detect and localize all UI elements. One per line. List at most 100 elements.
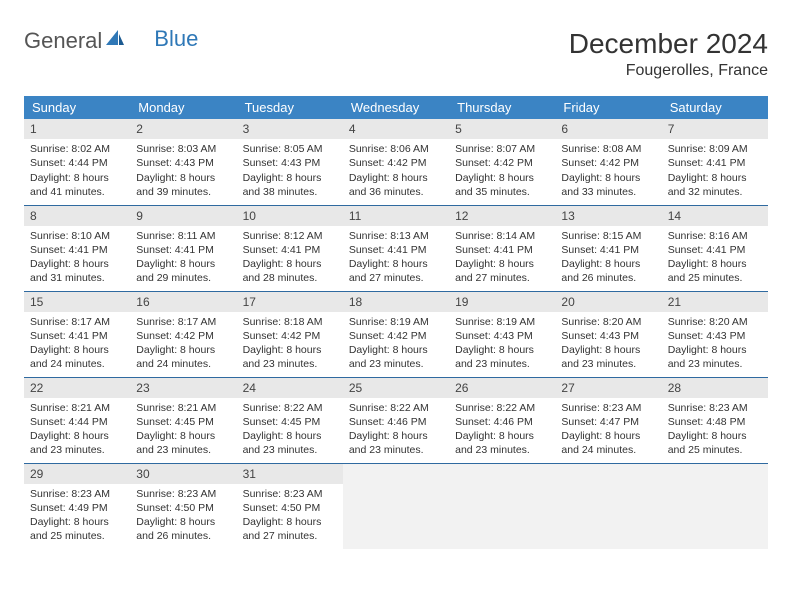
daylight-text: and 23 minutes. [455, 443, 549, 457]
calendar-day-cell: 25Sunrise: 8:22 AMSunset: 4:46 PMDayligh… [343, 377, 449, 463]
daylight-text: and 38 minutes. [243, 185, 337, 199]
calendar-day-cell: 1Sunrise: 8:02 AMSunset: 4:44 PMDaylight… [24, 119, 130, 205]
weekday-header: Friday [555, 96, 661, 119]
daylight-text: Daylight: 8 hours [243, 429, 337, 443]
daylight-text: and 26 minutes. [136, 529, 230, 543]
weekday-header: Sunday [24, 96, 130, 119]
day-number: 6 [555, 119, 661, 139]
calendar-day-cell: 13Sunrise: 8:15 AMSunset: 4:41 PMDayligh… [555, 205, 661, 291]
daylight-text: Daylight: 8 hours [561, 171, 655, 185]
sunrise-text: Sunrise: 8:14 AM [455, 229, 549, 243]
calendar-day-cell: 10Sunrise: 8:12 AMSunset: 4:41 PMDayligh… [237, 205, 343, 291]
sunset-text: Sunset: 4:48 PM [668, 415, 762, 429]
calendar-day-cell: 24Sunrise: 8:22 AMSunset: 4:45 PMDayligh… [237, 377, 343, 463]
daylight-text: and 23 minutes. [561, 357, 655, 371]
daylight-text: and 29 minutes. [136, 271, 230, 285]
day-details: Sunrise: 8:05 AMSunset: 4:43 PMDaylight:… [237, 139, 343, 203]
sunrise-text: Sunrise: 8:23 AM [243, 487, 337, 501]
calendar-week-row: 1Sunrise: 8:02 AMSunset: 4:44 PMDaylight… [24, 119, 768, 205]
calendar-day-cell: 9Sunrise: 8:11 AMSunset: 4:41 PMDaylight… [130, 205, 236, 291]
month-title: December 2024 [569, 28, 768, 60]
calendar-day-cell: 5Sunrise: 8:07 AMSunset: 4:42 PMDaylight… [449, 119, 555, 205]
sunset-text: Sunset: 4:41 PM [455, 243, 549, 257]
calendar-day-cell: 26Sunrise: 8:22 AMSunset: 4:46 PMDayligh… [449, 377, 555, 463]
daylight-text: and 23 minutes. [243, 357, 337, 371]
day-details: Sunrise: 8:03 AMSunset: 4:43 PMDaylight:… [130, 139, 236, 203]
daylight-text: and 23 minutes. [668, 357, 762, 371]
sunrise-text: Sunrise: 8:22 AM [455, 401, 549, 415]
day-details: Sunrise: 8:06 AMSunset: 4:42 PMDaylight:… [343, 139, 449, 203]
sunrise-text: Sunrise: 8:16 AM [668, 229, 762, 243]
day-number: 14 [662, 206, 768, 226]
weekday-header: Tuesday [237, 96, 343, 119]
sunrise-text: Sunrise: 8:10 AM [30, 229, 124, 243]
calendar-day-cell: 21Sunrise: 8:20 AMSunset: 4:43 PMDayligh… [662, 291, 768, 377]
day-details: Sunrise: 8:13 AMSunset: 4:41 PMDaylight:… [343, 226, 449, 290]
calendar-week-row: 22Sunrise: 8:21 AMSunset: 4:44 PMDayligh… [24, 377, 768, 463]
sunrise-text: Sunrise: 8:13 AM [349, 229, 443, 243]
day-details: Sunrise: 8:07 AMSunset: 4:42 PMDaylight:… [449, 139, 555, 203]
day-number: 22 [24, 378, 130, 398]
day-number: 17 [237, 292, 343, 312]
calendar-day-cell: 27Sunrise: 8:23 AMSunset: 4:47 PMDayligh… [555, 377, 661, 463]
day-number: 9 [130, 206, 236, 226]
sunset-text: Sunset: 4:43 PM [668, 329, 762, 343]
daylight-text: Daylight: 8 hours [349, 429, 443, 443]
calendar-day-cell [343, 463, 449, 549]
calendar-day-cell: 12Sunrise: 8:14 AMSunset: 4:41 PMDayligh… [449, 205, 555, 291]
sunrise-text: Sunrise: 8:23 AM [561, 401, 655, 415]
sunrise-text: Sunrise: 8:03 AM [136, 142, 230, 156]
sunset-text: Sunset: 4:42 PM [455, 156, 549, 170]
sunrise-text: Sunrise: 8:17 AM [136, 315, 230, 329]
logo-sail-icon [104, 28, 126, 54]
sunrise-text: Sunrise: 8:23 AM [668, 401, 762, 415]
day-number: 8 [24, 206, 130, 226]
day-number: 16 [130, 292, 236, 312]
daylight-text: and 26 minutes. [561, 271, 655, 285]
daylight-text: and 24 minutes. [136, 357, 230, 371]
calendar-day-cell: 2Sunrise: 8:03 AMSunset: 4:43 PMDaylight… [130, 119, 236, 205]
day-number: 11 [343, 206, 449, 226]
daylight-text: and 24 minutes. [30, 357, 124, 371]
sunrise-text: Sunrise: 8:22 AM [349, 401, 443, 415]
sunrise-text: Sunrise: 8:12 AM [243, 229, 337, 243]
day-details: Sunrise: 8:12 AMSunset: 4:41 PMDaylight:… [237, 226, 343, 290]
calendar-day-cell: 29Sunrise: 8:23 AMSunset: 4:49 PMDayligh… [24, 463, 130, 549]
calendar-day-cell: 14Sunrise: 8:16 AMSunset: 4:41 PMDayligh… [662, 205, 768, 291]
sunset-text: Sunset: 4:41 PM [349, 243, 443, 257]
daylight-text: and 25 minutes. [668, 271, 762, 285]
day-number: 31 [237, 464, 343, 484]
calendar-day-cell: 3Sunrise: 8:05 AMSunset: 4:43 PMDaylight… [237, 119, 343, 205]
day-details: Sunrise: 8:14 AMSunset: 4:41 PMDaylight:… [449, 226, 555, 290]
day-details: Sunrise: 8:15 AMSunset: 4:41 PMDaylight:… [555, 226, 661, 290]
day-number: 27 [555, 378, 661, 398]
sunrise-text: Sunrise: 8:18 AM [243, 315, 337, 329]
daylight-text: Daylight: 8 hours [349, 343, 443, 357]
sunset-text: Sunset: 4:41 PM [561, 243, 655, 257]
daylight-text: Daylight: 8 hours [30, 171, 124, 185]
header: General Blue December 2024 Fougerolles, … [24, 28, 768, 80]
calendar-week-row: 8Sunrise: 8:10 AMSunset: 4:41 PMDaylight… [24, 205, 768, 291]
day-details: Sunrise: 8:23 AMSunset: 4:48 PMDaylight:… [662, 398, 768, 462]
sunset-text: Sunset: 4:46 PM [455, 415, 549, 429]
day-number: 10 [237, 206, 343, 226]
sunset-text: Sunset: 4:42 PM [349, 156, 443, 170]
day-details: Sunrise: 8:18 AMSunset: 4:42 PMDaylight:… [237, 312, 343, 376]
calendar-day-cell: 19Sunrise: 8:19 AMSunset: 4:43 PMDayligh… [449, 291, 555, 377]
daylight-text: and 35 minutes. [455, 185, 549, 199]
sunset-text: Sunset: 4:41 PM [668, 156, 762, 170]
daylight-text: Daylight: 8 hours [30, 515, 124, 529]
daylight-text: Daylight: 8 hours [243, 343, 337, 357]
sunrise-text: Sunrise: 8:21 AM [136, 401, 230, 415]
sunset-text: Sunset: 4:46 PM [349, 415, 443, 429]
day-number: 24 [237, 378, 343, 398]
day-details: Sunrise: 8:20 AMSunset: 4:43 PMDaylight:… [555, 312, 661, 376]
calendar-day-cell: 17Sunrise: 8:18 AMSunset: 4:42 PMDayligh… [237, 291, 343, 377]
day-number: 20 [555, 292, 661, 312]
sunrise-text: Sunrise: 8:06 AM [349, 142, 443, 156]
day-details: Sunrise: 8:10 AMSunset: 4:41 PMDaylight:… [24, 226, 130, 290]
day-details: Sunrise: 8:21 AMSunset: 4:45 PMDaylight:… [130, 398, 236, 462]
sunset-text: Sunset: 4:41 PM [136, 243, 230, 257]
daylight-text: and 39 minutes. [136, 185, 230, 199]
daylight-text: and 23 minutes. [349, 443, 443, 457]
